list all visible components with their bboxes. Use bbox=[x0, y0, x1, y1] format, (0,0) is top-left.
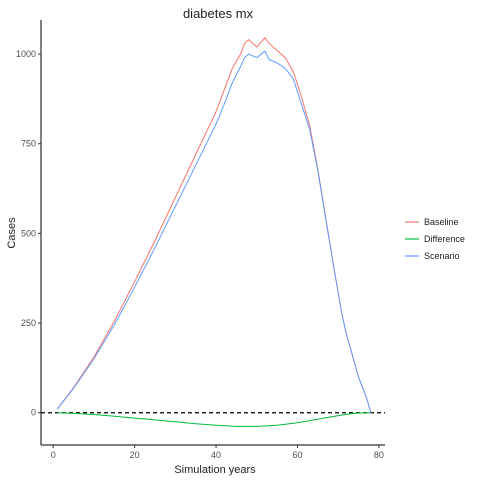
plot-area bbox=[41, 37, 385, 427]
y-tick-label: 500 bbox=[21, 228, 36, 238]
x-axis-title: Simulation years bbox=[174, 464, 256, 476]
y-tick-label: 0 bbox=[31, 408, 36, 418]
series-line-difference bbox=[57, 412, 371, 427]
x-tick-label: 0 bbox=[51, 450, 56, 460]
x-tick-label: 40 bbox=[211, 450, 221, 460]
x-tick-label: 20 bbox=[130, 450, 140, 460]
x-tick-label: 60 bbox=[292, 450, 302, 460]
axes: 0 250 500 750 1000 0 20 40 60 80 bbox=[16, 20, 385, 460]
legend: Baseline Difference Scenario bbox=[405, 217, 465, 261]
series-line-scenario bbox=[56, 50, 372, 413]
y-tick-label: 250 bbox=[21, 318, 36, 328]
legend-label-baseline: Baseline bbox=[424, 217, 459, 227]
legend-label-scenario: Scenario bbox=[424, 251, 460, 261]
y-axis-title: Cases bbox=[6, 217, 18, 249]
chart-title: diabetes mx bbox=[183, 6, 254, 21]
legend-label-difference: Difference bbox=[424, 234, 465, 244]
y-tick-label: 1000 bbox=[16, 49, 36, 59]
y-tick-label: 750 bbox=[21, 139, 36, 149]
series-line-baseline bbox=[56, 37, 372, 413]
x-tick-label: 80 bbox=[374, 450, 384, 460]
